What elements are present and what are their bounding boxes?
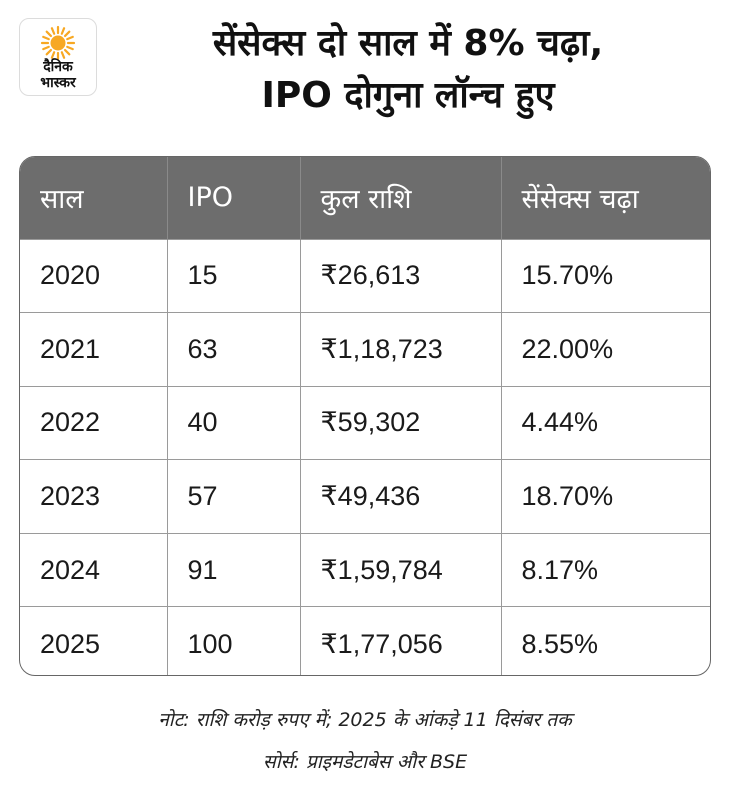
cell-year: 2021 [20, 312, 168, 387]
table-row: 2025 100 ₹1,77,056 8.55% [20, 606, 710, 675]
cell-amount: ₹59,302 [300, 385, 502, 460]
cell-year: 2022 [20, 385, 168, 460]
sun-ray [50, 27, 56, 35]
sun-logo-icon: दैनिक भास्कर [40, 25, 77, 91]
cell-ipo: 57 [167, 459, 301, 534]
sun-ray [50, 51, 56, 59]
sun-ray [63, 48, 71, 56]
dainik-bhaskar-logo: दैनिक भास्कर [19, 18, 97, 96]
cell-sensex: 8.17% [501, 532, 710, 607]
footnote-note: नोट: राशि करोड़ रुपए में; 2025 के आंकड़े… [158, 709, 572, 731]
table-row: 2023 57 ₹49,436 18.70% [20, 459, 710, 534]
cell-ipo: 100 [167, 606, 301, 675]
cell-amount: ₹26,613 [300, 238, 502, 313]
footnote-source: सोर्स: प्राइमडेटाबेस और BSE [262, 751, 468, 773]
header-total-amount: कुल राशि [300, 157, 502, 239]
sun-ray [45, 48, 53, 56]
cell-amount: ₹1,77,056 [300, 606, 502, 675]
table-row: 2021 63 ₹1,18,723 22.00% [20, 312, 710, 387]
header-sensex-rise: सेंसेक्स चढ़ा [521, 184, 639, 216]
sun-ray [66, 45, 74, 51]
cell-year: 2023 [20, 459, 168, 534]
sun-ray [60, 27, 66, 35]
cell-ipo: 40 [167, 385, 301, 460]
sun-ray [42, 35, 50, 41]
sun-ray [42, 45, 50, 51]
cell-year: 2020 [20, 238, 168, 313]
cell-ipo: 91 [167, 532, 301, 607]
sun-ray [60, 51, 66, 59]
cell-amount: ₹1,18,723 [300, 312, 502, 387]
cell-sensex: 4.44% [501, 385, 710, 460]
sun-ray [45, 30, 53, 38]
cell-sensex: 8.55% [501, 606, 710, 675]
sun-ray [63, 30, 71, 38]
table-row: 2024 91 ₹1,59,784 8.17% [20, 532, 710, 607]
table-row: 2022 40 ₹59,302 4.44% [20, 385, 710, 460]
sun-ray [66, 35, 74, 41]
cell-amount: ₹1,59,784 [300, 532, 502, 607]
header-ipo: IPO [167, 157, 301, 239]
header-year: साल [20, 157, 168, 239]
cell-sensex: 15.70% [501, 238, 710, 313]
cell-sensex: 22.00% [501, 312, 710, 387]
table-row: 2020 15 ₹26,613 15.70% [20, 238, 710, 313]
cell-ipo: 15 [167, 238, 301, 313]
cell-amount: ₹49,436 [300, 459, 502, 534]
title-line-1: सेंसेक्स दो साल में 8% चढ़ा, [212, 23, 604, 64]
title-line-2: IPO दोगुना लॉन्च हुए [261, 75, 555, 116]
cell-sensex: 18.70% [501, 459, 710, 534]
ipo-sensex-table: साल IPO कुल राशि सेंसेक्स चढ़ा 2020 15 ₹… [19, 156, 711, 676]
logo-text-line1: दैनिक [42, 58, 74, 75]
table-header-row: साल IPO कुल राशि सेंसेक्स चढ़ा [20, 157, 710, 239]
logo-text-line2: भास्कर [40, 75, 77, 91]
cell-ipo: 63 [167, 312, 301, 387]
page-title: सेंसेक्स दो साल में 8% चढ़ा, IPO दोगुना … [108, 18, 708, 122]
cell-year: 2024 [20, 532, 168, 607]
cell-year: 2025 [20, 606, 168, 675]
